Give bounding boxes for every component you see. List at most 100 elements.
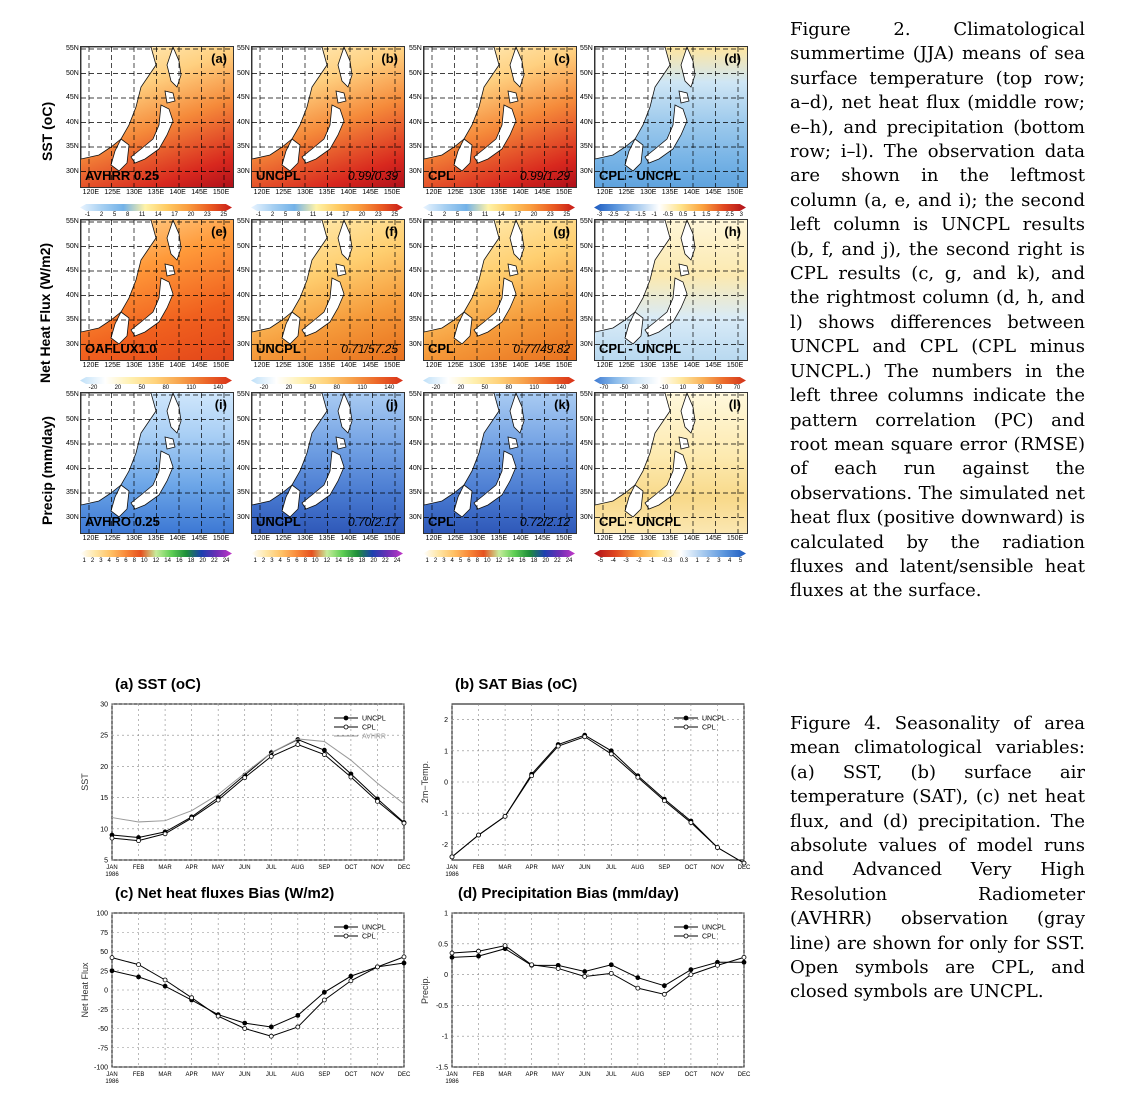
colorbar-tick-label: 3: [717, 558, 721, 564]
chart-title-sat: (b) SAT Bias (oC): [455, 676, 578, 693]
data-point-uncpl: [136, 974, 141, 980]
lon-label: 145E: [191, 362, 208, 369]
data-point-cpl: [661, 991, 667, 997]
lon-label: 130E: [469, 535, 486, 542]
colorbar-labels: 1 2 3 4 5 6 8 10 12 14 16 18 20 22 24: [251, 558, 403, 564]
lat-label: 45N: [409, 267, 422, 274]
lon-label: 150E: [726, 189, 744, 196]
data-point-uncpl: [321, 747, 327, 753]
lon-label: 145E: [705, 535, 722, 542]
lon-label: 140E: [683, 189, 700, 196]
lat-label: 35N: [409, 489, 422, 496]
y-tick-label: 15: [100, 795, 108, 802]
lon-labels: 120E 125E 130E 135E 140E 145E 150E: [594, 189, 746, 196]
lon-label: 125E: [447, 189, 464, 196]
lon-label: 150E: [212, 362, 230, 369]
lon-label: 150E: [212, 189, 230, 196]
lon-label: 135E: [147, 362, 165, 369]
lon-label: 135E: [661, 535, 679, 542]
lat-label: 45N: [237, 94, 250, 101]
colorbar-tick-label: 12: [152, 558, 160, 564]
lon-label: 145E: [705, 189, 722, 196]
data-point-uncpl: [608, 962, 614, 968]
data-point-cpl: [449, 950, 455, 956]
colorbar: [594, 204, 746, 211]
y-tick-label: 0: [104, 988, 108, 995]
colorbar-tick-label: 1: [253, 558, 257, 564]
legend-marker: [683, 924, 689, 930]
x-tick-label: DEC: [738, 865, 751, 871]
colorbar-tick-label: 140: [556, 385, 567, 391]
data-point-cpl: [189, 815, 195, 821]
lon-labels: 120E 125E 130E 135E 140E 145E 150E: [80, 189, 232, 196]
lon-label: 145E: [362, 189, 379, 196]
y-axis-label: Net Heat Flux: [80, 962, 90, 1018]
colorbar-tick-label: 110: [529, 385, 539, 391]
data-point-cpl: [476, 832, 481, 838]
colorbar-tick-label: 20: [530, 212, 538, 218]
plot-frame: [111, 912, 405, 1068]
data-point-uncpl: [215, 795, 221, 800]
x-tick-label: FEB: [133, 865, 145, 871]
legend-marker: [683, 933, 689, 939]
lon-labels: 120E 125E 130E 135E 140E 145E 150E: [251, 189, 403, 196]
colorbar-tick-label: -4: [610, 558, 616, 564]
colorbar-tick-label: 4: [278, 558, 282, 564]
x-tick-label: JUL: [606, 1072, 617, 1078]
data-point-uncpl: [555, 962, 561, 968]
data-point-uncpl: [295, 1013, 301, 1018]
data-point-cpl: [109, 955, 115, 961]
data-point-uncpl: [162, 983, 168, 989]
lon-label: 150E: [212, 535, 230, 542]
colorbar-tick-label: 22: [554, 558, 561, 564]
data-point-uncpl: [109, 832, 115, 838]
colorbar-tick-label: 20: [542, 558, 550, 564]
lon-label: 135E: [490, 189, 508, 196]
row-label-sst: SST (oC): [39, 101, 55, 161]
lat-label: 55N: [237, 45, 250, 52]
x-tick-label: OCT: [345, 1072, 358, 1078]
data-point-cpl: [109, 835, 115, 841]
data-point-cpl: [661, 798, 667, 804]
x-tick-label: APR: [185, 1072, 198, 1078]
colorbar-tick-label: 18: [530, 558, 538, 564]
lat-label: 55N: [580, 218, 593, 225]
data-point-cpl: [555, 966, 561, 971]
lon-label: 145E: [534, 189, 551, 196]
lat-label: 50N: [409, 415, 422, 423]
legend-marker: [343, 724, 349, 730]
colorbar-tick-label: -10: [659, 385, 669, 391]
colorbar-labels: -1 2 5 8 11 14 17 20 23 25: [80, 212, 232, 218]
chart-title-heat-flux: (c) Net heat fluxes Bias (W/m2): [115, 885, 335, 902]
legend-marker: [343, 715, 349, 721]
colorbar-tick-label: 50: [715, 385, 723, 391]
colorbar-tick-label: 12: [495, 558, 503, 564]
data-point-cpl: [348, 774, 354, 780]
data-point-cpl: [688, 972, 694, 977]
panel-dataset-label: CPL: [428, 341, 454, 356]
data-point-uncpl: [162, 829, 168, 835]
data-point-cpl: [529, 962, 535, 968]
lon-label: 125E: [275, 535, 292, 542]
colorbar-tick-label: 4: [450, 558, 454, 564]
panel-tag: (l): [728, 397, 741, 412]
lon-label: 135E: [147, 189, 165, 196]
coastline-map: [595, 393, 747, 533]
map-panel: (l) CPL - UNCPL: [594, 392, 748, 534]
data-point-uncpl: [295, 737, 301, 742]
colorbar-tick-label: 5: [738, 558, 743, 564]
data-point-cpl: [348, 978, 354, 984]
data-point-cpl: [608, 751, 614, 757]
y-tick-label: 1: [444, 748, 448, 755]
data-point-cpl: [715, 962, 720, 968]
data-point-uncpl: [401, 960, 407, 966]
data-point-cpl: [608, 970, 614, 976]
colorbar-tick-label: 25: [220, 212, 228, 218]
colorbar-tick-label: 50: [481, 385, 489, 391]
colorbar-tick-label: 23: [547, 212, 554, 218]
colorbar-tick-label: 110: [186, 385, 196, 391]
lon-label: 125E: [447, 362, 464, 369]
lon-labels: 120E 125E 130E 135E 140E 145E 150E: [80, 535, 232, 542]
data-point-uncpl: [375, 796, 380, 802]
colorbar-tick-label: -3: [596, 212, 603, 218]
